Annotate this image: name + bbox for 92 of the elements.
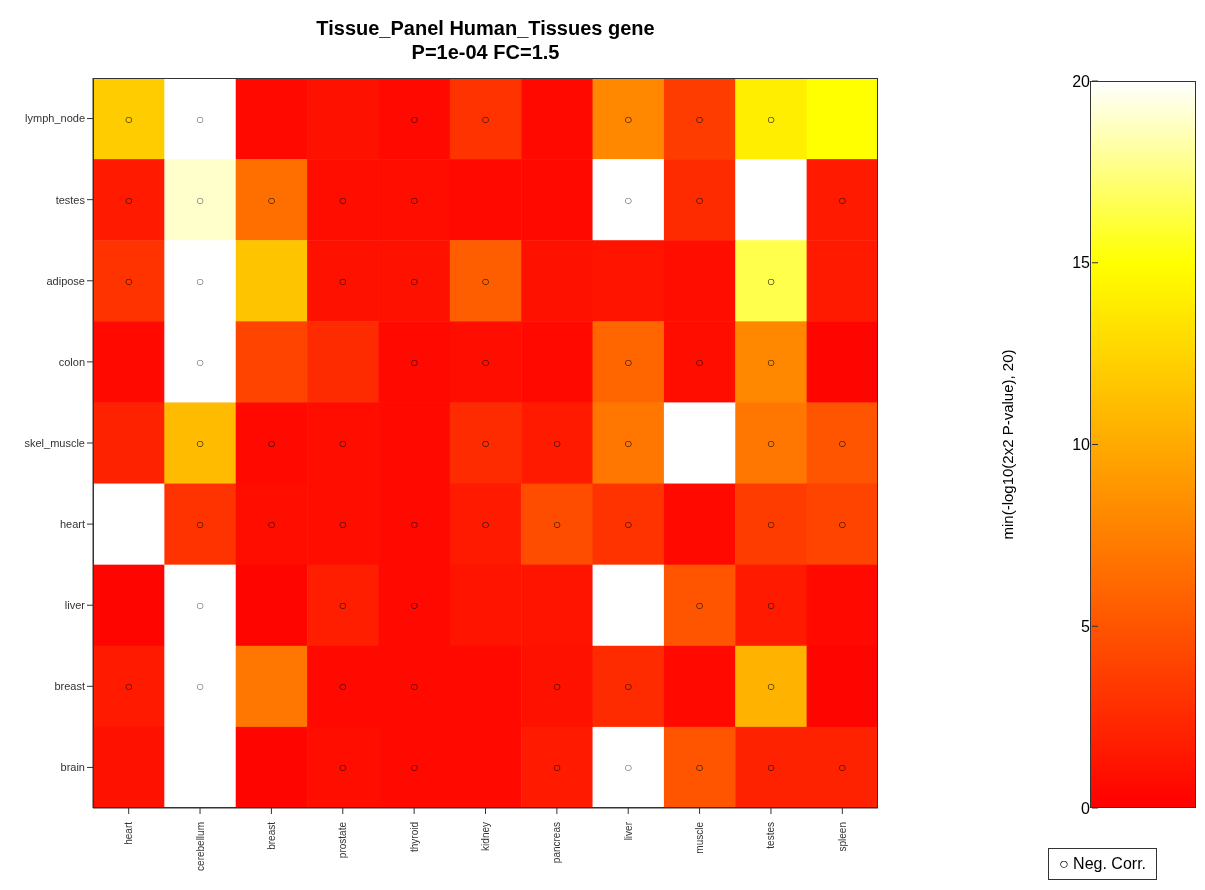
x-tick-label: pancreas: [551, 822, 563, 864]
data-label: ○: [623, 435, 633, 451]
data-label: ○: [838, 191, 847, 208]
chart-title: Tissue_Panel Human_Tissues gene: [315, 16, 656, 40]
data-label: ○: [766, 353, 776, 370]
data-label: ○: [766, 678, 776, 695]
data-label: ○: [481, 516, 490, 533]
data-label: ○: [124, 191, 133, 208]
data-label: ○: [552, 516, 562, 533]
data-label: ○: [195, 191, 205, 208]
data-label: ○: [766, 435, 776, 451]
x-tick-label: breast: [265, 821, 277, 850]
data-label: ○: [409, 678, 419, 695]
data-label: ○: [195, 272, 205, 289]
data-label: ○: [338, 516, 348, 533]
data-label: ○: [338, 272, 348, 289]
x-tick-label: testes: [765, 822, 777, 849]
data-label: ○: [267, 435, 276, 451]
data-label: ○: [124, 272, 133, 289]
data-label: ○: [195, 110, 205, 127]
data-label: ○: [623, 759, 633, 776]
data-label: ○: [338, 678, 348, 695]
data-label: ○: [623, 516, 633, 533]
data-label: ○: [195, 353, 205, 370]
y-tick-label: skel_muscle: [24, 436, 85, 449]
data-label: ○: [338, 435, 348, 451]
data-label: ○: [195, 678, 205, 695]
data-label: ○: [695, 191, 704, 208]
data-label: ○: [195, 435, 205, 451]
data-label: ○: [267, 191, 276, 208]
chart-subtitle: P=1e-04 FC=1.5: [410, 40, 561, 64]
data-label: ○: [838, 759, 847, 776]
data-label: ○: [623, 353, 633, 370]
data-label: ○: [766, 597, 776, 614]
y-tick-label: liver: [64, 599, 86, 612]
text: ○ Neg. Corr.: [1048, 848, 1158, 880]
data-label: ○: [695, 759, 704, 776]
y-tick-label: heart: [59, 518, 85, 531]
data-label: ○: [623, 191, 633, 208]
data-label: ○: [409, 516, 419, 533]
data-label: ○: [338, 759, 348, 776]
data-label: ○: [552, 759, 562, 776]
data-label: ○: [481, 435, 490, 451]
y-tick-label: lymph_node: [25, 112, 85, 125]
data-label: ○: [409, 353, 419, 370]
color-bar-label: 10: [1072, 436, 1091, 454]
data-label: ○: [838, 435, 847, 451]
data-label: ○: [195, 597, 205, 614]
color-bar-title: min(-log10(2x2 P-value), 20): [999, 349, 1017, 540]
color-bar-label: 0: [1081, 799, 1091, 817]
data-label: ○: [338, 191, 348, 208]
x-tick-label: heart: [123, 821, 135, 845]
y-tick-label: brain: [60, 761, 85, 774]
data-label: ○: [409, 597, 419, 614]
color-bar-label: 5: [1081, 617, 1091, 635]
data-label: ○: [481, 353, 490, 370]
color-bar-label: 20: [1072, 72, 1091, 90]
data-label: ○: [695, 353, 704, 370]
data-label: ○: [267, 516, 276, 533]
data-label: ○: [409, 191, 419, 208]
x-tick-label: cerebellum: [194, 822, 206, 871]
x-tick-label: spleen: [836, 822, 848, 852]
data-label: ○: [623, 678, 633, 695]
data-label: ○: [338, 597, 348, 614]
data-label: ○: [409, 110, 419, 127]
data-label: ○: [409, 272, 419, 289]
color-bar-label: 15: [1072, 254, 1091, 272]
data-label: ○: [766, 759, 776, 776]
x-tick-label: muscle: [694, 821, 706, 854]
data-label: ○: [695, 110, 704, 127]
data-label: ○: [195, 516, 205, 533]
y-tick-label: testes: [55, 193, 86, 206]
data-label: ○: [695, 597, 704, 614]
y-tick-label: colon: [58, 355, 85, 368]
x-tick-label: kidney: [480, 822, 491, 851]
data-label: ○: [552, 678, 562, 695]
data-label: ○: [623, 110, 633, 127]
y-tick-label: breast: [54, 680, 85, 693]
y-tick-label: adipose: [46, 274, 85, 287]
data-label: ○: [766, 516, 776, 533]
data-label: ○: [766, 272, 776, 289]
data-label: ○: [481, 272, 490, 289]
x-tick-label: liver: [622, 821, 634, 841]
data-label: ○: [552, 435, 562, 451]
data-label: ○: [124, 678, 133, 695]
data-label: ○: [766, 110, 776, 127]
x-tick-label: prostate: [337, 821, 349, 859]
data-label: ○: [838, 516, 847, 533]
data-label: ○: [481, 110, 490, 127]
x-tick-label: thyroid: [408, 822, 420, 853]
data-label: ○: [124, 110, 133, 127]
data-label: ○: [409, 759, 419, 776]
